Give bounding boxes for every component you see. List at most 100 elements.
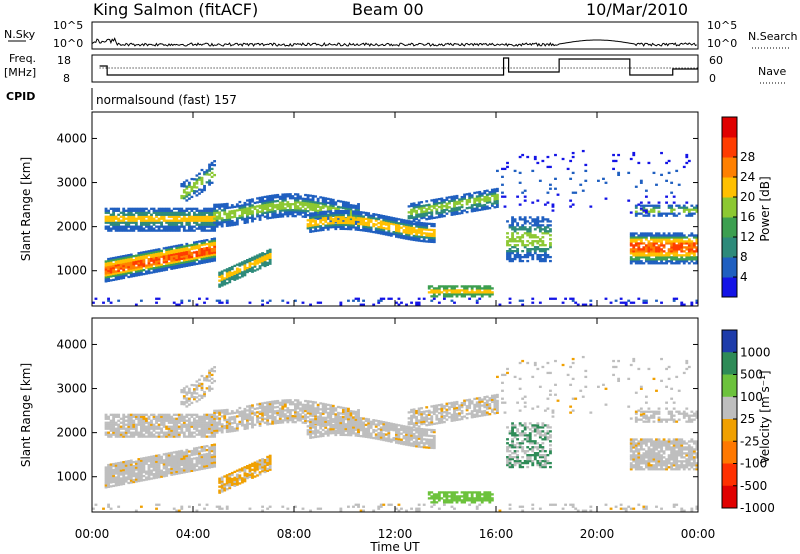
power-cell [639, 234, 643, 237]
power-cell [483, 293, 487, 296]
power-cell [372, 222, 376, 226]
power-cell [516, 244, 520, 247]
power-cell [288, 210, 292, 214]
power-cell [180, 253, 184, 257]
power-cell [475, 289, 479, 292]
power-cell [142, 229, 146, 232]
power-cell [364, 227, 368, 230]
power-cell [233, 270, 237, 273]
power-cell [203, 173, 206, 176]
power-cell [223, 281, 227, 284]
power-cell [200, 213, 204, 216]
power-cell [644, 258, 648, 261]
power-cell [379, 226, 383, 229]
power-cell [453, 213, 456, 216]
power-cell [445, 198, 449, 201]
power-cell [139, 259, 143, 262]
power-cell [374, 231, 378, 234]
power-cell [177, 207, 181, 210]
power-cell [430, 224, 434, 228]
velocity-cell [185, 450, 189, 454]
power-cell [407, 228, 411, 231]
power-cell [187, 217, 191, 220]
velocity-cell [243, 413, 247, 417]
power-cell [170, 223, 174, 226]
power-cell [210, 217, 214, 220]
velocity-cell [185, 393, 189, 396]
power-cell [157, 254, 161, 257]
power-cell [632, 153, 636, 157]
velocity-cell [147, 421, 151, 424]
velocity-cell [341, 406, 345, 410]
velocity-cell [107, 479, 110, 483]
power-cell [311, 204, 315, 208]
power-cell [531, 220, 535, 223]
nsky-tick-bottom: 10^0 [53, 37, 83, 50]
velocity-cell [139, 467, 143, 470]
power-cell [675, 250, 679, 253]
power-cell [261, 252, 264, 255]
power-cell [137, 207, 141, 210]
power-cell [687, 214, 691, 217]
power-cell [139, 269, 143, 272]
power-cell [195, 217, 199, 220]
power-cell [508, 253, 512, 257]
velocity-cell [198, 415, 201, 418]
velocity-cell [124, 468, 128, 471]
power-cell [367, 228, 371, 231]
velocity-cell [200, 388, 204, 392]
power-cell [220, 270, 224, 273]
velocity-cell [182, 457, 186, 460]
power-cell [546, 248, 550, 251]
power-cell [647, 212, 651, 215]
power-cell [561, 157, 565, 161]
power-cell [210, 215, 214, 218]
velocity-cell [180, 453, 184, 457]
power-cell [107, 273, 110, 277]
power-cell [203, 257, 206, 260]
power-cell [526, 230, 530, 233]
velocity-cell [147, 468, 151, 471]
velocity-cell [190, 451, 194, 455]
power-cell [584, 303, 588, 306]
power-cell [170, 261, 174, 264]
velocity-cell [316, 421, 320, 424]
velocity-cell [165, 435, 169, 438]
velocity-cell [205, 458, 209, 462]
power-cell [415, 301, 419, 304]
power-cell [107, 217, 110, 220]
power-cell [225, 212, 229, 216]
power-cell [672, 232, 676, 235]
power-cell [246, 266, 249, 270]
power-cell [347, 210, 350, 213]
power-cell [117, 257, 121, 261]
power-cell [235, 267, 239, 270]
velocity-cell [167, 456, 171, 459]
velocity-cell [114, 480, 118, 483]
power-cell [256, 260, 259, 263]
power-cell [175, 254, 179, 258]
power-cell [667, 252, 671, 255]
velocity-cell [180, 457, 184, 461]
power-cell [124, 262, 128, 265]
power-cell [220, 221, 224, 224]
power-cell [124, 229, 128, 232]
power-cell [415, 229, 419, 232]
power-cell [465, 210, 469, 214]
power-cell [395, 217, 398, 220]
power-cell [538, 238, 542, 241]
velocity-cell [319, 421, 323, 424]
power-cell [589, 299, 593, 302]
power-cell [268, 299, 272, 302]
velocity-cell [137, 464, 141, 467]
power-cell [187, 213, 191, 216]
power-cell [198, 209, 201, 212]
power-cell [177, 266, 181, 269]
velocity-cell [137, 423, 141, 426]
velocity-cell [127, 467, 131, 471]
power-cell [124, 213, 128, 216]
power-cell [150, 227, 153, 230]
power-cell [281, 299, 285, 302]
power-cell [506, 255, 509, 259]
